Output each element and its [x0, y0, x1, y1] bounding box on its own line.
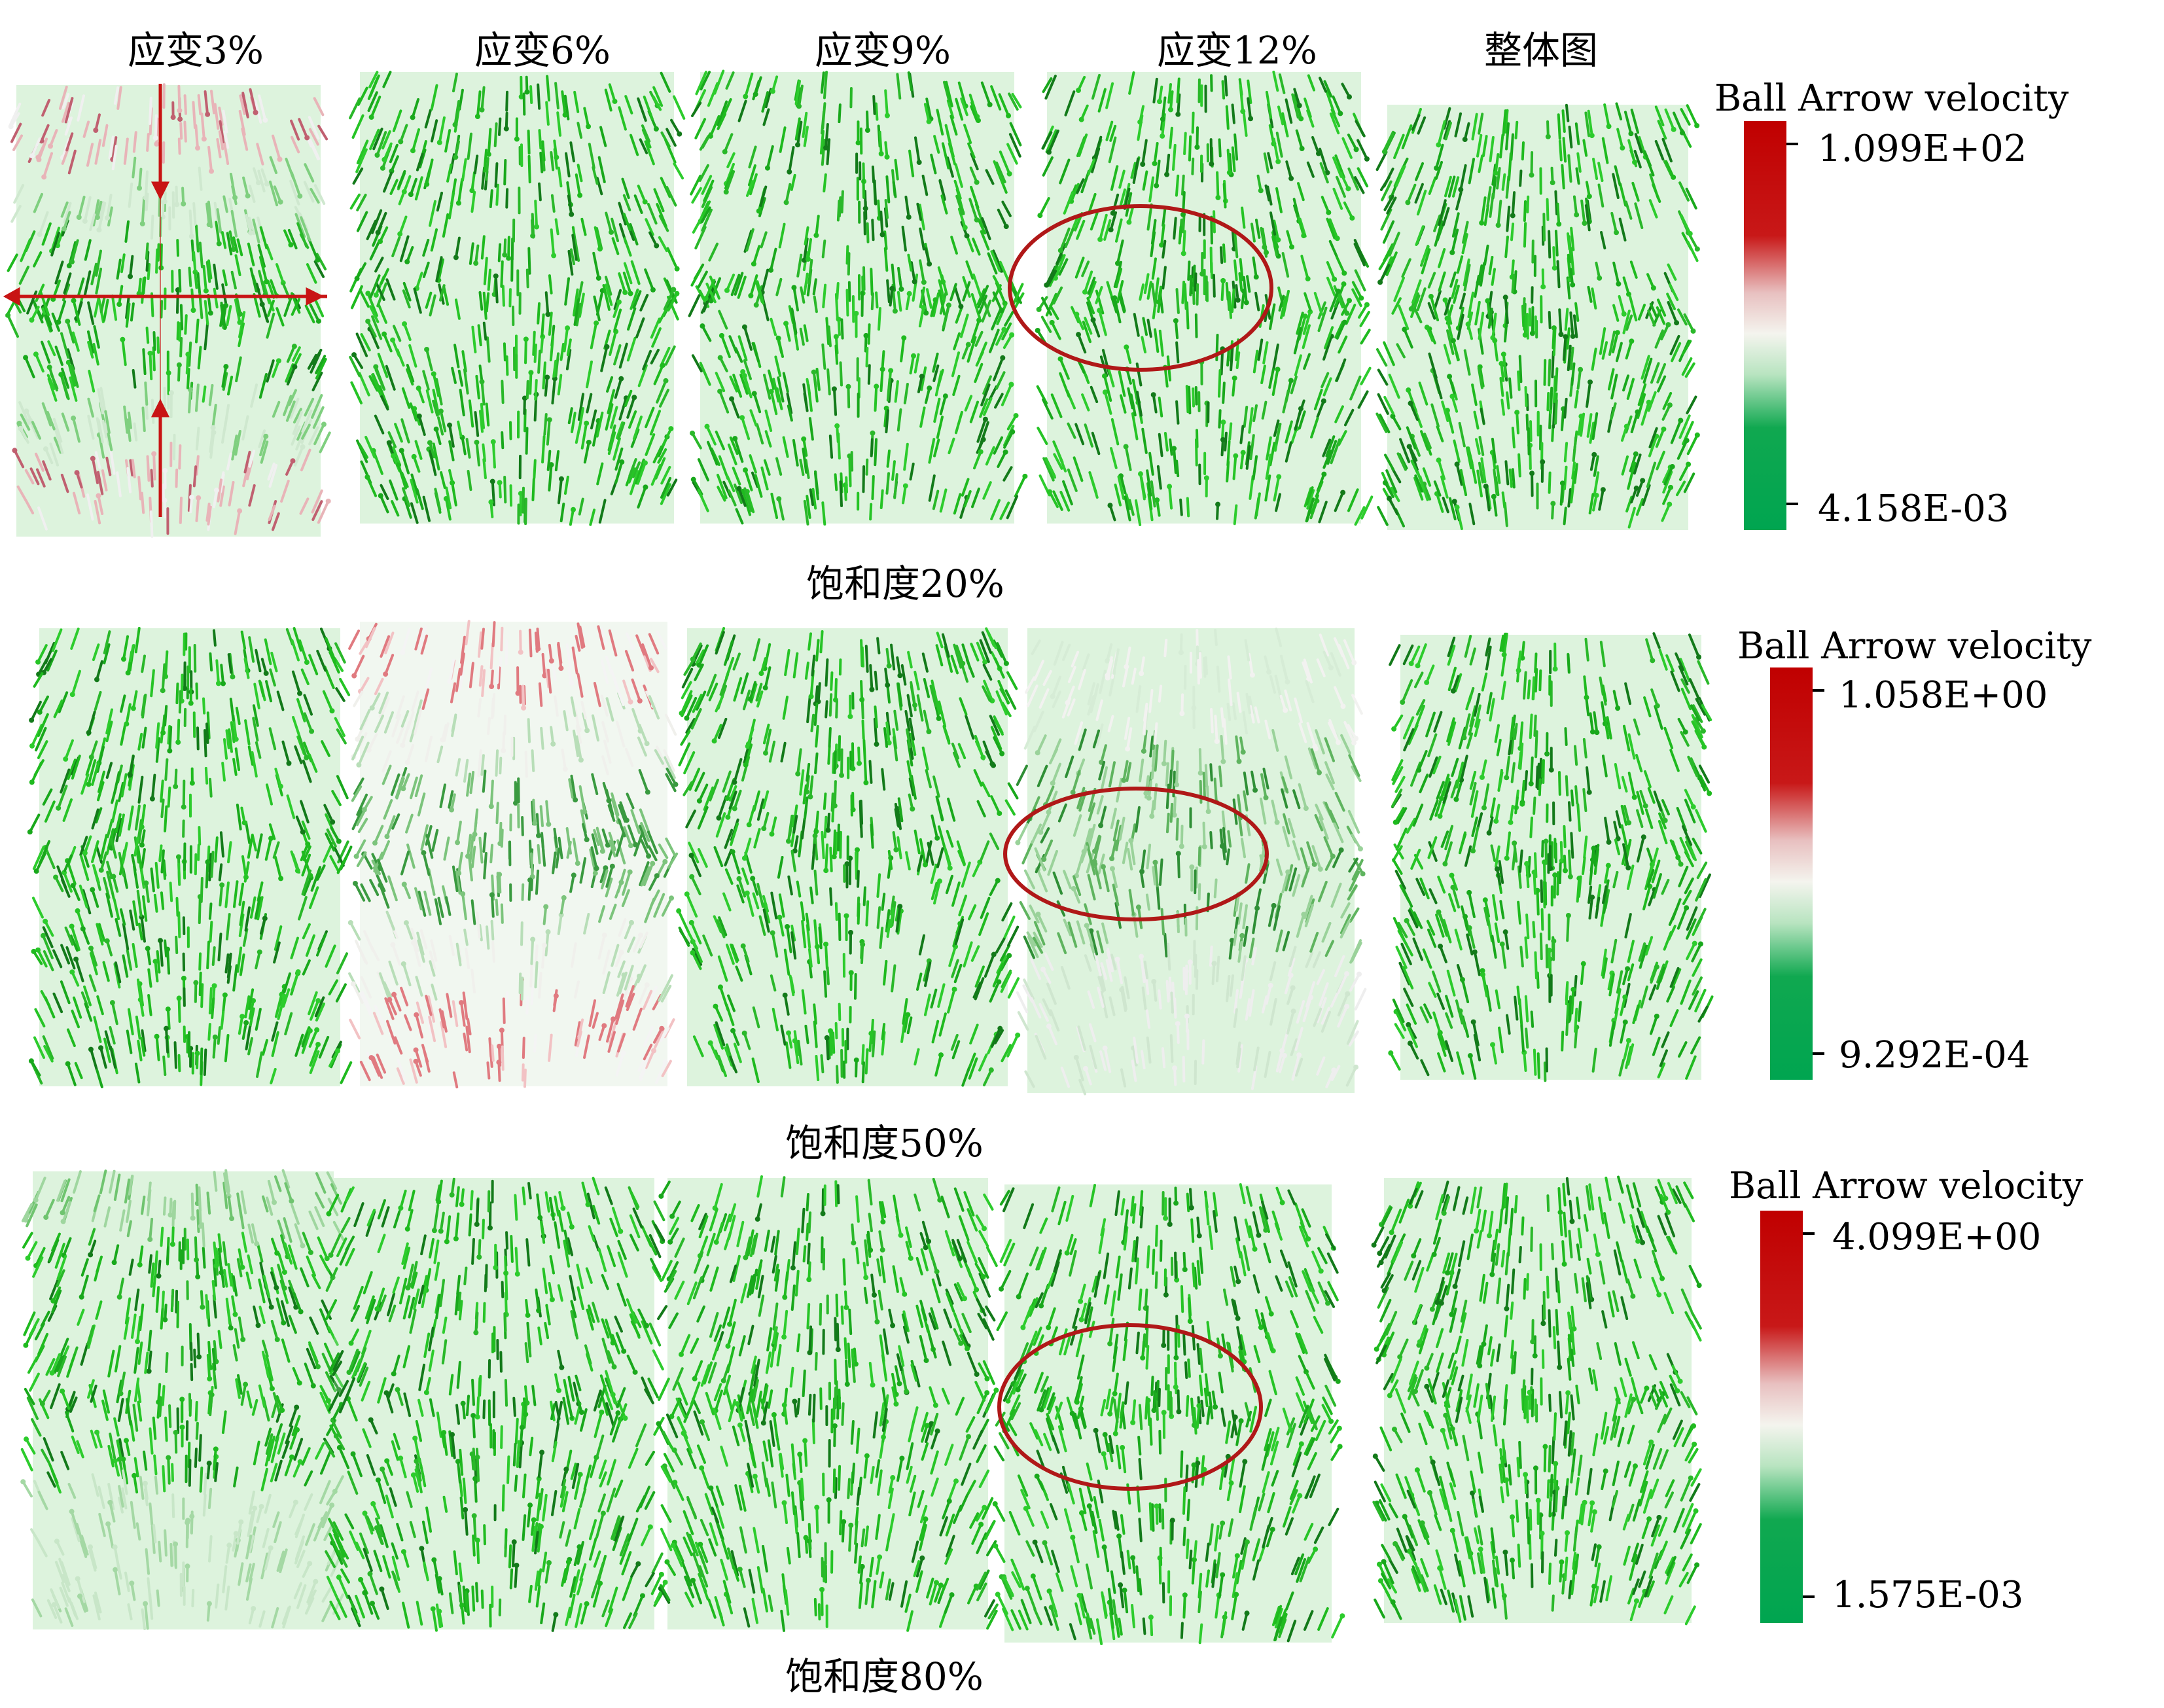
column-label-strain-12: 应变12% — [1157, 28, 1317, 73]
vector-panel-r1-c3 — [688, 69, 1028, 526]
saturation-label-80: 饱和度80% — [785, 1654, 984, 1699]
legend-min-row-1: 4.158E-03 — [1818, 488, 2010, 530]
vector-panel-r3-c2 — [323, 1177, 668, 1632]
legend-max-row-2: 1.058E+00 — [1839, 674, 2048, 717]
legend-max-row-3: 4.099E+00 — [1832, 1216, 2042, 1258]
legend-title-row-3: Ball Arrow velocity — [1729, 1165, 2084, 1207]
vector-panel-r3-c5 — [1371, 1175, 1702, 1626]
color-scale-bar-icon — [1770, 667, 1813, 1080]
column-label-overall: 整体图 — [1484, 28, 1599, 73]
legend-max-row-1: 1.099E+02 — [1818, 128, 2027, 170]
color-scale-bar-icon — [1744, 121, 1786, 530]
column-label-strain-3: 应变3% — [128, 28, 264, 73]
vector-panel-r2-c1 — [27, 627, 353, 1088]
vector-panel-r3-c3 — [656, 1175, 999, 1632]
saturation-label-50: 饱和度50% — [785, 1121, 984, 1165]
compression-axes-icon — [3, 84, 327, 517]
vector-panel-r2-c4 — [1015, 628, 1367, 1095]
color-scale-bar-icon — [1760, 1211, 1803, 1623]
vector-panel-r3-c1 — [20, 1169, 345, 1630]
legend-title-row-1: Ball Arrow velocity — [1714, 77, 2069, 120]
legend-title-row-2: Ball Arrow velocity — [1737, 625, 2092, 667]
legend-min-row-2: 9.292E-04 — [1839, 1034, 2031, 1076]
vector-panel-r2-c2 — [347, 620, 679, 1089]
vector-panel-r1-c5 — [1375, 102, 1700, 530]
vector-panel-r1-c1 — [5, 83, 331, 538]
highlight-ellipse-icon — [1008, 204, 1273, 372]
vector-panel-r1-c2 — [349, 71, 686, 526]
highlight-ellipse-icon — [1003, 787, 1269, 921]
vector-panel-r2-c5 — [1388, 632, 1714, 1082]
column-label-strain-6: 应变6% — [474, 28, 611, 73]
highlight-ellipse-icon — [997, 1323, 1263, 1491]
vector-panel-r1-c4 — [1035, 71, 1374, 526]
saturation-label-20: 饱和度20% — [806, 561, 1004, 606]
column-label-strain-9: 应变9% — [815, 28, 951, 73]
vector-panel-r3-c4 — [992, 1183, 1345, 1645]
vector-panel-r2-c3 — [676, 627, 1021, 1087]
legend-min-row-3: 1.575E-03 — [1832, 1574, 2024, 1616]
